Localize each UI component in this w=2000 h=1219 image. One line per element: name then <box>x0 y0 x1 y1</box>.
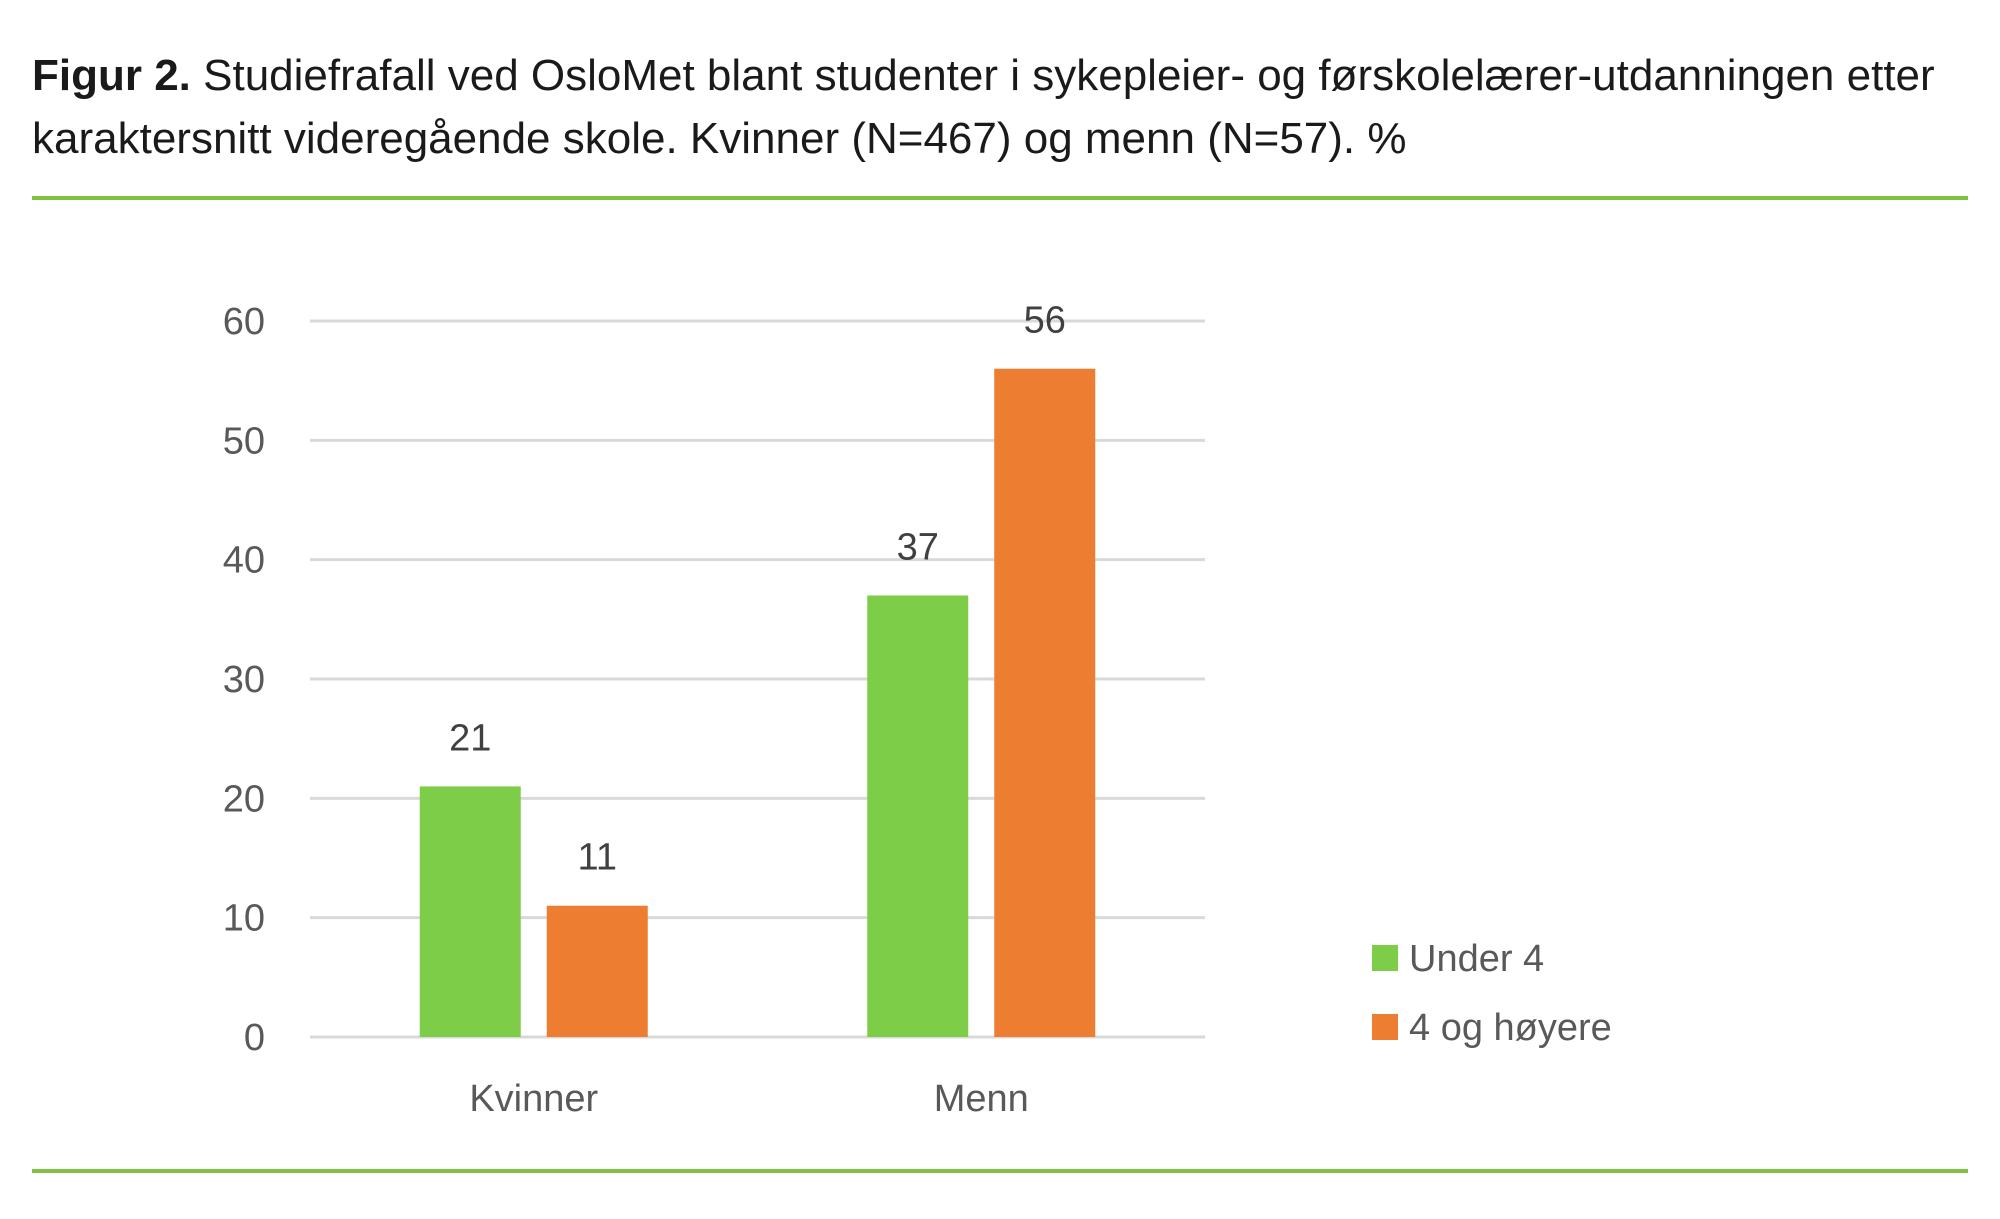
data-label: 37 <box>897 526 939 568</box>
top-rule <box>32 196 1968 200</box>
bar <box>419 786 521 1037</box>
y-tick-label: 10 <box>223 898 265 940</box>
data-label: 21 <box>449 717 491 759</box>
y-tick-label: 20 <box>223 778 265 820</box>
y-tick-label: 50 <box>223 420 265 462</box>
bar <box>546 905 648 1037</box>
data-label: 56 <box>1024 300 1066 342</box>
category-label: Menn <box>934 1078 1029 1120</box>
y-tick-label: 0 <box>244 1017 265 1059</box>
y-tick-label: 30 <box>223 659 265 701</box>
legend-label: Under 4 <box>1409 938 1544 980</box>
figure-label: Figur 2. <box>32 51 191 100</box>
bar <box>867 595 969 1037</box>
legend-label: 4 og høyere <box>1409 1007 1612 1049</box>
bottom-rule <box>32 1169 1968 1173</box>
legend-swatch <box>1372 1014 1398 1040</box>
figure-title: Figur 2. Studiefrafall ved OsloMet blant… <box>32 44 1972 170</box>
y-tick-label: 40 <box>223 540 265 582</box>
category-label: Kvinner <box>469 1078 598 1120</box>
y-tick-label: 60 <box>223 301 265 343</box>
bar <box>994 368 1096 1037</box>
figure-caption: Studiefrafall ved OsloMet blant studente… <box>32 51 1935 163</box>
data-label: 11 <box>578 837 617 879</box>
legend-swatch <box>1372 945 1398 971</box>
